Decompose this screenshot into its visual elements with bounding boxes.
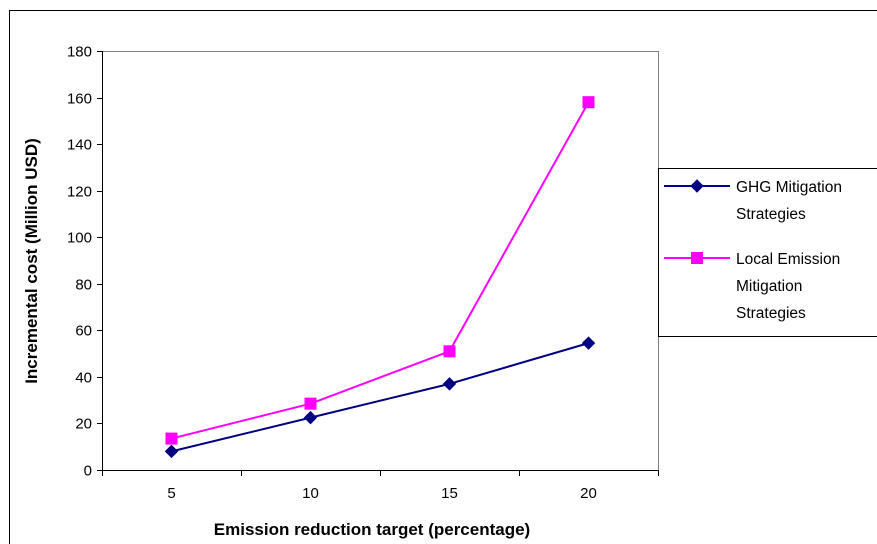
chart-frame <box>9 10 877 544</box>
data-point-diamond <box>303 410 318 425</box>
y-tick-label: 40 <box>75 370 92 387</box>
x-tick-label: 5 <box>167 485 175 502</box>
series-1 <box>164 336 596 459</box>
y-tick-label: 120 <box>67 184 92 201</box>
legend-label: GHG Mitigation <box>736 179 842 196</box>
x-axis: 5 10 15 20 <box>102 470 659 502</box>
legend-label: Strategies <box>736 305 806 322</box>
y-tick-label: 60 <box>75 323 92 340</box>
data-point-square <box>165 432 178 445</box>
data-point-diamond <box>581 336 596 350</box>
plot-area <box>102 51 659 471</box>
legend-marker-square <box>691 252 703 264</box>
y-axis-title: Incremental cost (Million USD) <box>22 138 41 384</box>
series-line <box>171 342 589 453</box>
data-point-diamond <box>164 444 179 459</box>
data-point-diamond <box>442 377 457 391</box>
y-tick-label: 160 <box>67 91 92 108</box>
legend-entry-2: Local Emission Mitigation Strategies <box>664 251 840 322</box>
legend-label: Mitigation <box>736 278 802 295</box>
legend-entry-1: GHG Mitigation Strategies <box>664 179 842 223</box>
y-tick-label: 140 <box>67 137 92 154</box>
y-tick-label: 100 <box>67 230 92 247</box>
y-tick-label: 20 <box>75 416 92 433</box>
y-tick-label: 0 <box>84 463 92 480</box>
x-tick-label: 15 <box>441 485 458 502</box>
series-line <box>171 101 590 440</box>
x-tick-label: 20 <box>580 485 597 502</box>
y-tick-label: 180 <box>67 44 92 61</box>
y-tick-label: 80 <box>75 277 92 294</box>
data-point-square <box>582 96 595 109</box>
legend: GHG Mitigation Strategies Local Emission Mi… <box>664 179 842 322</box>
y-axis: 0 20 40 60 80 100 120 140 160 180 <box>67 44 103 480</box>
data-point-square <box>443 345 456 358</box>
series-layer <box>164 96 596 459</box>
legend-marker-diamond <box>690 179 704 193</box>
series-2 <box>165 96 595 445</box>
legend-label: Strategies <box>736 206 806 223</box>
x-axis-title: Emission reduction target (percentage) <box>214 520 530 539</box>
x-tick-label: 10 <box>302 485 319 502</box>
data-point-square <box>304 397 317 410</box>
legend-label: Local Emission <box>736 251 840 268</box>
